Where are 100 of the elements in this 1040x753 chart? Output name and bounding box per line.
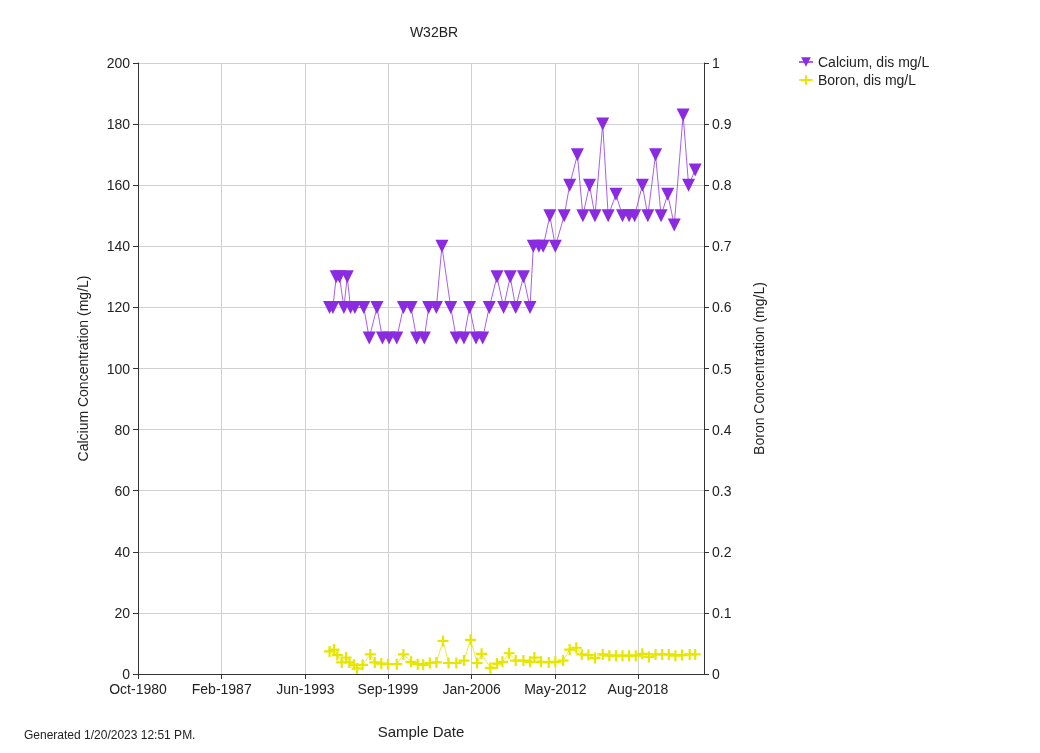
point bbox=[661, 187, 675, 201]
point bbox=[636, 648, 648, 660]
point bbox=[643, 651, 655, 663]
y2-axis-title: Boron Concentration (mg/L) bbox=[751, 282, 767, 455]
y2-tick-label: 0.3 bbox=[712, 482, 732, 499]
y2-tick-label: 0.6 bbox=[712, 299, 732, 316]
point bbox=[557, 209, 571, 223]
point bbox=[667, 218, 681, 232]
y2-tick-label: 0.2 bbox=[712, 543, 732, 560]
point bbox=[476, 331, 490, 345]
point bbox=[676, 108, 690, 122]
y-tick-label: 140 bbox=[106, 238, 131, 255]
x-tick-label: Jan-2006 bbox=[442, 681, 502, 697]
y-tick-label: 0 bbox=[122, 666, 131, 682]
y-tick-label: 180 bbox=[106, 116, 131, 133]
point bbox=[458, 655, 470, 667]
point bbox=[369, 656, 381, 668]
y-tick-label: 160 bbox=[106, 177, 131, 194]
y2-tick-label: 0.5 bbox=[712, 360, 732, 377]
point bbox=[340, 270, 354, 284]
point bbox=[523, 300, 537, 314]
point bbox=[601, 209, 615, 223]
x-tick-label: Sep-1999 bbox=[357, 681, 419, 697]
point bbox=[476, 648, 488, 660]
point bbox=[609, 187, 623, 201]
point bbox=[689, 648, 701, 660]
point bbox=[390, 331, 404, 345]
point bbox=[564, 644, 576, 656]
x-tick-label: Aug-2018 bbox=[607, 681, 669, 697]
x-tick-label: May-2012 bbox=[524, 681, 587, 697]
point bbox=[397, 648, 409, 660]
y-tick-label: 60 bbox=[114, 482, 131, 499]
point bbox=[528, 652, 540, 663]
x-tick-label: Feb-1987 bbox=[191, 681, 252, 697]
y-tick-label: 120 bbox=[106, 299, 131, 316]
y-tick-label: 40 bbox=[114, 543, 131, 560]
point bbox=[589, 652, 601, 664]
point bbox=[641, 209, 655, 223]
point bbox=[663, 648, 675, 660]
y-tick-label: 20 bbox=[114, 604, 131, 621]
point bbox=[576, 209, 590, 223]
point bbox=[357, 300, 371, 314]
point bbox=[682, 178, 696, 192]
point bbox=[570, 148, 584, 162]
chart-title: W32BR bbox=[409, 24, 459, 40]
point bbox=[649, 148, 663, 162]
y-tick-label: 80 bbox=[114, 421, 131, 438]
point bbox=[563, 178, 577, 192]
point bbox=[444, 300, 458, 314]
y2-tick-label: 0.1 bbox=[712, 604, 732, 621]
point bbox=[405, 656, 417, 668]
point bbox=[557, 655, 569, 667]
y-axis-title: Calcium Concentration (mg/L) bbox=[75, 275, 91, 462]
point bbox=[482, 300, 496, 314]
y2-tick-label: 0.4 bbox=[712, 421, 732, 438]
y2-tick-label: 0 bbox=[712, 666, 720, 682]
point bbox=[509, 300, 523, 314]
y2-tick-label: 0.8 bbox=[712, 177, 732, 194]
point bbox=[362, 331, 376, 345]
point bbox=[536, 239, 550, 253]
point bbox=[582, 178, 596, 192]
y-tick-label: 200 bbox=[106, 55, 131, 71]
point bbox=[484, 662, 496, 674]
point bbox=[628, 209, 642, 223]
y-tick-label: 100 bbox=[106, 360, 131, 377]
point bbox=[391, 658, 403, 670]
point bbox=[570, 642, 582, 654]
point bbox=[430, 656, 442, 668]
y2-tick-label: 0.9 bbox=[712, 116, 732, 133]
point bbox=[517, 655, 529, 667]
point bbox=[654, 209, 668, 223]
point bbox=[548, 239, 562, 253]
x-tick-label: Oct-1980 bbox=[109, 681, 167, 697]
point bbox=[497, 300, 511, 314]
x-tick-label: Jun-1993 bbox=[276, 681, 335, 697]
point bbox=[582, 649, 594, 661]
legend-label: Calcium, dis mg/L bbox=[818, 54, 930, 70]
point bbox=[457, 331, 471, 345]
point bbox=[597, 648, 609, 660]
y2-tick-label: 1 bbox=[712, 55, 720, 71]
point bbox=[490, 270, 504, 284]
point bbox=[462, 300, 476, 314]
y2-tick-label: 0.7 bbox=[712, 238, 732, 255]
point bbox=[437, 635, 449, 647]
legend-label: Boron, dis mg/L bbox=[818, 72, 917, 88]
point bbox=[503, 270, 517, 284]
point bbox=[588, 209, 602, 223]
point bbox=[596, 117, 610, 131]
point bbox=[331, 649, 343, 661]
x-axis-title: Sample Date bbox=[377, 723, 465, 740]
point bbox=[471, 657, 483, 669]
point bbox=[465, 634, 477, 646]
point bbox=[543, 209, 557, 223]
point bbox=[688, 163, 702, 177]
point bbox=[370, 300, 384, 314]
point bbox=[630, 650, 642, 662]
point bbox=[635, 178, 649, 192]
point bbox=[516, 270, 530, 284]
point bbox=[435, 239, 449, 253]
point bbox=[364, 648, 376, 660]
